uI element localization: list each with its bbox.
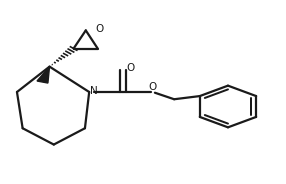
Polygon shape	[37, 67, 49, 83]
Text: O: O	[95, 24, 104, 34]
Text: O: O	[149, 82, 157, 93]
Text: O: O	[126, 63, 134, 73]
Text: N: N	[90, 86, 98, 96]
